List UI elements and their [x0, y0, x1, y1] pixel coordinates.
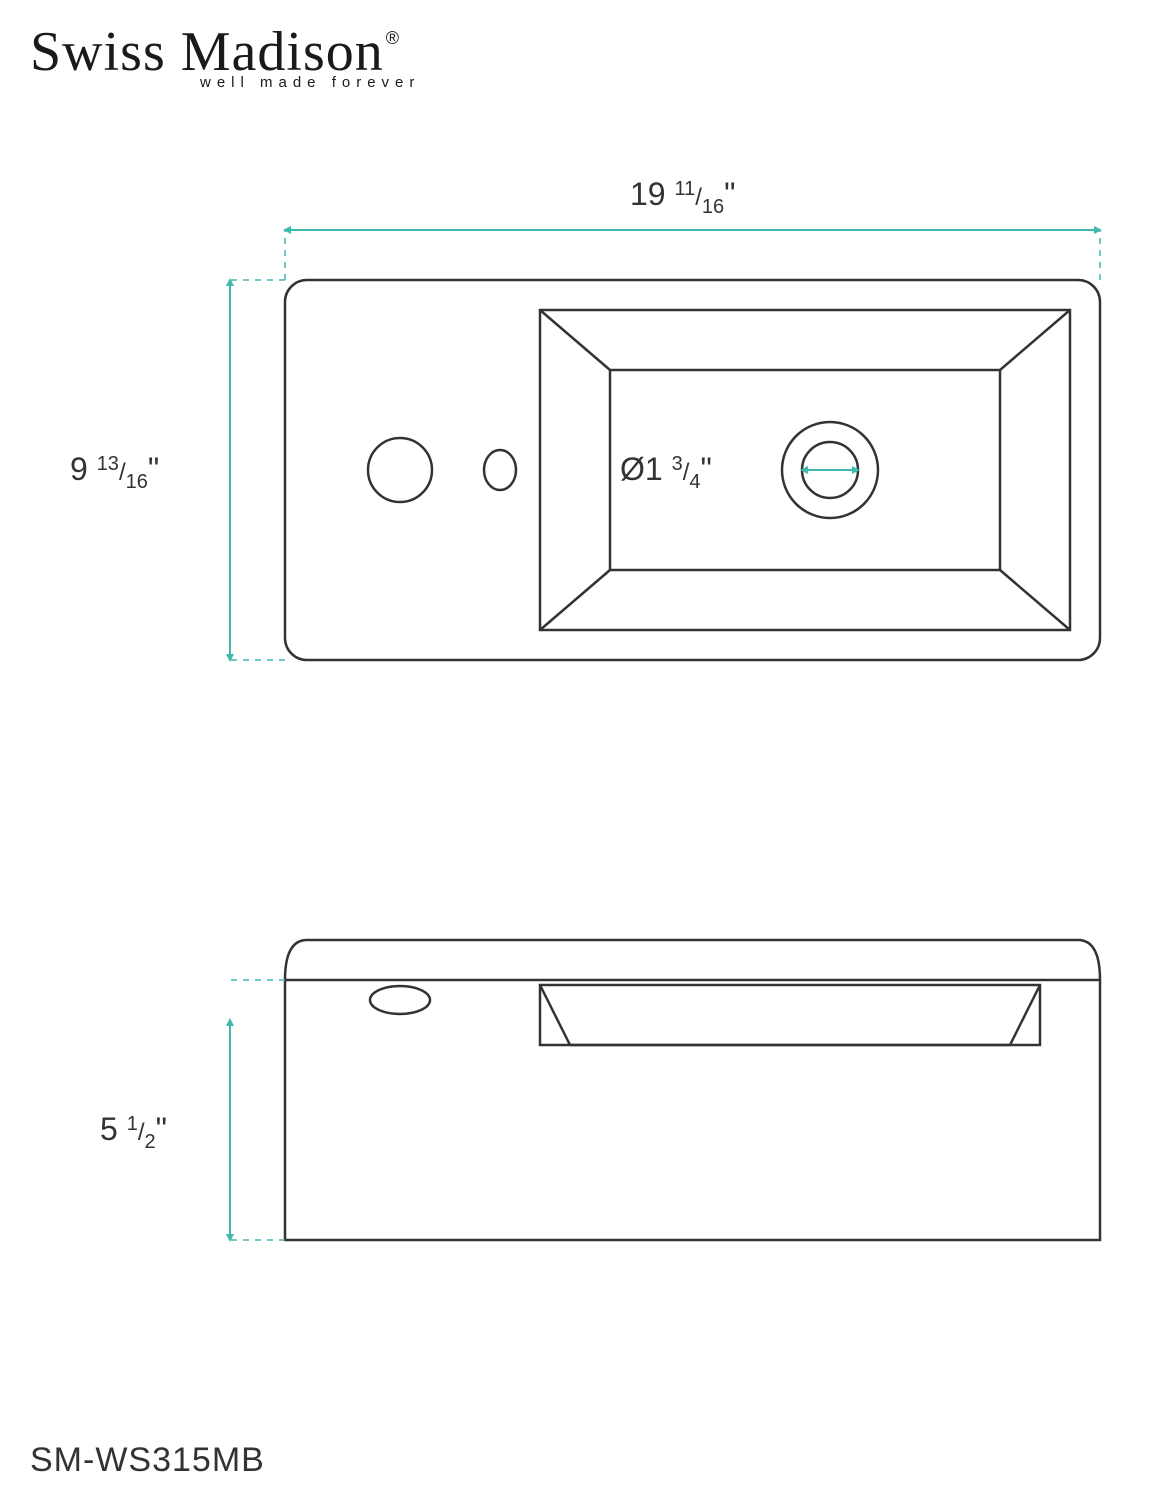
svg-text:5 1/2": 5 1/2"	[100, 1111, 167, 1153]
svg-text:9 13/16": 9 13/16"	[70, 451, 159, 493]
svg-text:Ø1 3/4": Ø1 3/4"	[620, 451, 712, 493]
svg-text:19 11/16": 19 11/16"	[630, 176, 736, 218]
dimension-diagram: 19 11/16" 9 13/16" 5 1/2" Ø1 3/4"	[0, 0, 1173, 1500]
